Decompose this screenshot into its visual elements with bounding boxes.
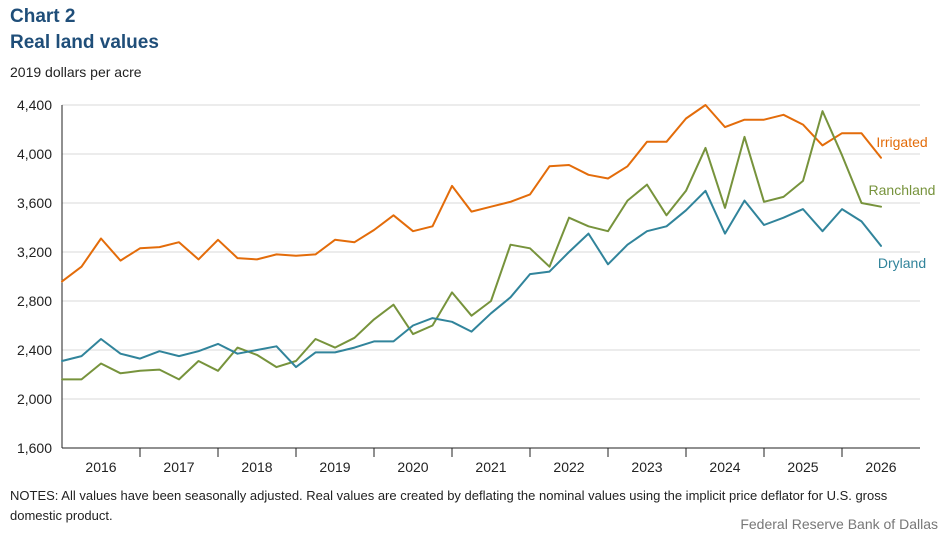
chart-label: Chart 2 [10, 6, 76, 27]
series-line-dryland [61, 189, 882, 369]
series-label-irrigated: Irrigated [876, 134, 927, 150]
chart-title: Real land values [10, 32, 159, 53]
series-label-ranchland: Ranchland [869, 182, 936, 198]
y-tick-label: 4,400 [17, 97, 52, 113]
y-tick-label: 3,600 [17, 195, 52, 211]
x-tick-label: 2022 [553, 459, 584, 475]
series-line-ranchland [61, 110, 882, 381]
x-tick-label: 2026 [865, 459, 896, 475]
x-tick-label: 2025 [787, 459, 818, 475]
y-tick-label: 3,200 [17, 244, 52, 260]
x-tick-label: 2019 [319, 459, 350, 475]
y-tick-label: 1,600 [17, 440, 52, 456]
x-tick-label: 2016 [85, 459, 116, 475]
x-tick-label: 2017 [163, 459, 194, 475]
series-label-dryland: Dryland [878, 255, 926, 271]
chart-notes: NOTES: All values have been seasonally a… [10, 488, 888, 523]
x-tick-label: 2020 [397, 459, 428, 475]
source-credit: Federal Reserve Bank of Dallas [740, 516, 938, 532]
y-tick-label: 2,800 [17, 293, 52, 309]
x-tick-label: 2021 [475, 459, 506, 475]
x-tick-label: 2018 [241, 459, 272, 475]
y-axis-units: 2019 dollars per acre [10, 64, 142, 80]
y-tick-label: 2,400 [17, 342, 52, 358]
x-tick-label: 2023 [631, 459, 662, 475]
y-tick-label: 2,000 [17, 391, 52, 407]
series-line-irrigated [61, 104, 882, 283]
x-tick-label: 2024 [709, 459, 740, 475]
y-tick-label: 4,000 [17, 146, 52, 162]
